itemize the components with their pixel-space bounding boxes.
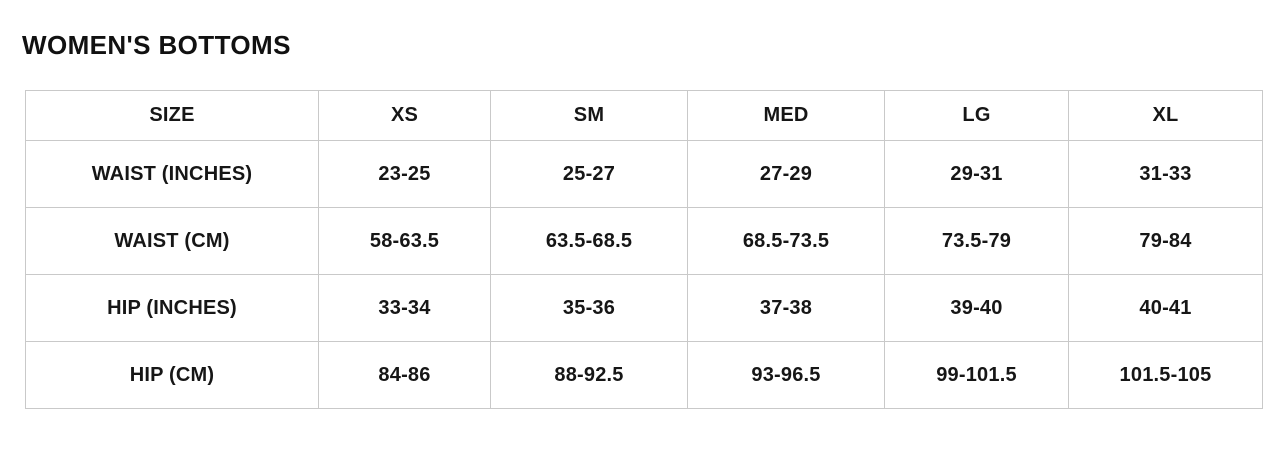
table-cell: 23-25 (318, 140, 491, 208)
table-cell: 39-40 (884, 274, 1069, 342)
table-row-waist-inches: WAIST (INCHES) 23-25 25-27 27-29 29-31 3… (25, 140, 1263, 208)
table-cell: 58-63.5 (318, 207, 491, 275)
table-cell: 27-29 (687, 140, 885, 208)
table-cell: 68.5-73.5 (687, 207, 885, 275)
column-header-sm: SM (490, 90, 688, 141)
table-cell: 25-27 (490, 140, 688, 208)
column-header-xl: XL (1068, 90, 1263, 141)
table-cell: 99-101.5 (884, 341, 1069, 409)
table-cell: 33-34 (318, 274, 491, 342)
table-cell: 29-31 (884, 140, 1069, 208)
size-chart-table: SIZE XS SM MED LG XL WAIST (INCHES) 23-2… (25, 90, 1263, 409)
table-cell: 79-84 (1068, 207, 1263, 275)
column-header-xs: XS (318, 90, 491, 141)
table-cell: 101.5-105 (1068, 341, 1263, 409)
row-label: WAIST (INCHES) (25, 140, 319, 208)
table-cell: 35-36 (490, 274, 688, 342)
column-header-lg: LG (884, 90, 1069, 141)
row-label: WAIST (CM) (25, 207, 319, 275)
header-row: SIZE XS SM MED LG XL (25, 90, 1263, 141)
table-cell: 84-86 (318, 341, 491, 409)
row-label: HIP (CM) (25, 341, 319, 409)
table-cell: 63.5-68.5 (490, 207, 688, 275)
table-cell: 88-92.5 (490, 341, 688, 409)
table-row-waist-cm: WAIST (CM) 58-63.5 63.5-68.5 68.5-73.5 7… (25, 207, 1263, 275)
table-cell: 37-38 (687, 274, 885, 342)
table-cell: 73.5-79 (884, 207, 1069, 275)
column-header-med: MED (687, 90, 885, 141)
size-chart-page: WOMEN'S BOTTOMS SIZE XS SM MED LG XL WAI… (22, 30, 1263, 409)
row-label: HIP (INCHES) (25, 274, 319, 342)
table-row-hip-inches: HIP (INCHES) 33-34 35-36 37-38 39-40 40-… (25, 274, 1263, 342)
table-cell: 31-33 (1068, 140, 1263, 208)
table-cell: 93-96.5 (687, 341, 885, 409)
column-header-size: SIZE (25, 90, 319, 141)
table-cell: 40-41 (1068, 274, 1263, 342)
page-title: WOMEN'S BOTTOMS (22, 30, 291, 60)
table-row-hip-cm: HIP (CM) 84-86 88-92.5 93-96.5 99-101.5 … (25, 341, 1263, 409)
